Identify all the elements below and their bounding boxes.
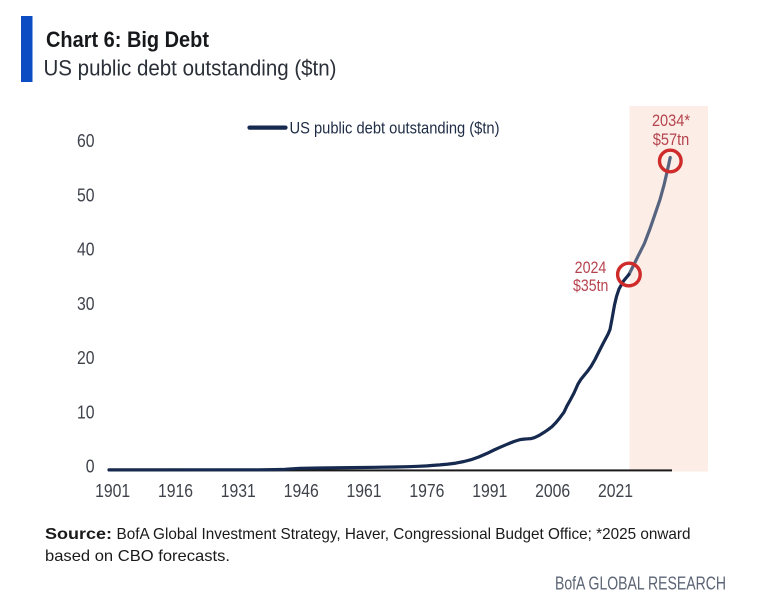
- svg-text:BofA Global Investment Strateg: BofA Global Investment Strategy, Haver, …: [117, 526, 691, 543]
- svg-text:based on CBO forecasts.: based on CBO forecasts.: [45, 548, 230, 565]
- svg-text:2006: 2006: [535, 480, 570, 501]
- svg-text:40: 40: [77, 239, 95, 260]
- svg-text:50: 50: [77, 184, 95, 205]
- svg-text:US public debt outstanding ($t: US public debt outstanding ($tn): [44, 56, 337, 81]
- svg-text:US public debt outstanding ($t: US public debt outstanding ($tn): [290, 118, 500, 137]
- svg-text:$35tn: $35tn: [573, 277, 608, 295]
- svg-text:1916: 1916: [158, 480, 193, 501]
- svg-text:BofA GLOBAL RESEARCH: BofA GLOBAL RESEARCH: [555, 572, 726, 593]
- svg-text:60: 60: [77, 130, 95, 151]
- svg-text:2024: 2024: [575, 259, 607, 277]
- svg-text:10: 10: [77, 401, 95, 422]
- svg-text:2021: 2021: [598, 480, 633, 501]
- svg-text:Chart 6: Big Debt: Chart 6: Big Debt: [46, 27, 210, 52]
- svg-text:1961: 1961: [347, 480, 382, 501]
- svg-text:2034*: 2034*: [652, 112, 691, 130]
- svg-text:1976: 1976: [409, 480, 444, 501]
- svg-text:1946: 1946: [284, 480, 319, 501]
- svg-text:$57tn: $57tn: [653, 131, 690, 149]
- svg-text:20: 20: [77, 347, 95, 368]
- svg-text:1931: 1931: [221, 480, 256, 501]
- svg-text:0: 0: [86, 456, 95, 477]
- svg-text:30: 30: [77, 293, 95, 314]
- svg-text:1991: 1991: [472, 480, 507, 501]
- svg-text:Source:: Source:: [45, 526, 112, 543]
- svg-text:1901: 1901: [95, 480, 130, 501]
